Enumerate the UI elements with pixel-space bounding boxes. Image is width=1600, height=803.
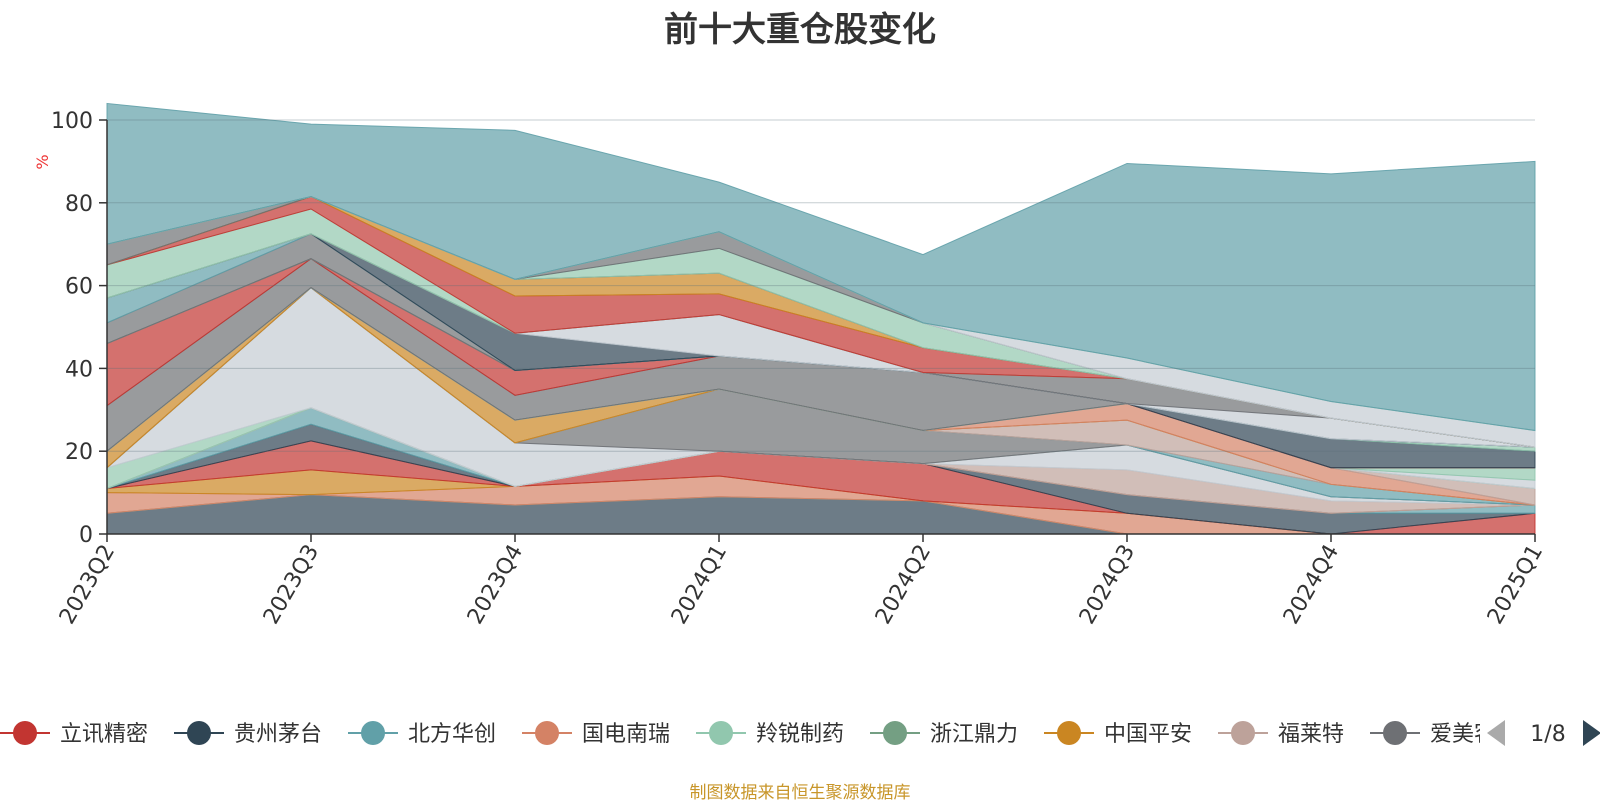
x-tick-label: 2024Q4	[1279, 541, 1344, 629]
stacked-area-chart: 0 20 40 60 80 100 2023Q2 2023Q3 2023Q4 2024Q1 2024…	[33, 102, 1548, 629]
legend-circle-marker	[361, 721, 385, 745]
legend-item[interactable]: 福莱特	[1218, 721, 1344, 747]
y-tick-label: 60	[65, 275, 93, 300]
legend-label: 立讯精密	[60, 722, 148, 747]
x-tick-label: 2023Q3	[259, 541, 324, 629]
legend-label: 贵州茅台	[234, 722, 322, 747]
y-axis-unit-label: %	[33, 154, 52, 169]
legend-circle-marker	[1057, 721, 1081, 745]
legend-prev-arrow-icon[interactable]	[1487, 720, 1505, 746]
legend-label: 浙江鼎力	[930, 722, 1018, 747]
legend-label: 羚锐制药	[756, 722, 844, 747]
legend-circle-marker	[709, 721, 733, 745]
y-tick-label: 100	[51, 109, 93, 134]
y-tick-label: 20	[65, 440, 93, 465]
legend-item[interactable]: 中国平安	[1044, 721, 1192, 747]
x-tick-label: 2025Q1	[1483, 541, 1548, 629]
legend-circle-marker	[1231, 721, 1255, 745]
legend-circle-marker	[187, 721, 211, 745]
legend-item[interactable]: 爱美客	[1370, 721, 1496, 747]
legend: 立讯精密 贵州茅台 北方华创 国电南瑞 羚锐制药 浙江鼎力 中国平安 福莱特 爱美客 1/8	[0, 720, 1600, 747]
legend-label: 福莱特	[1278, 722, 1344, 747]
legend-pager: 1/8	[1487, 720, 1600, 747]
x-tick-label: 2024Q3	[1075, 541, 1140, 629]
legend-item[interactable]: 北方华创	[348, 721, 496, 747]
x-tick-label: 2023Q2	[55, 541, 120, 629]
legend-next-arrow-icon[interactable]	[1583, 720, 1600, 746]
legend-item[interactable]: 浙江鼎力	[870, 721, 1018, 747]
x-tick-label: 2024Q1	[667, 541, 732, 629]
area-series-39	[106, 102, 1536, 432]
legend-item[interactable]: 国电南瑞	[522, 721, 670, 747]
legend-item[interactable]: 立讯精密	[0, 721, 148, 747]
legend-label: 中国平安	[1104, 722, 1192, 747]
legend-label: 爱美客	[1430, 722, 1496, 747]
area-series-group	[106, 102, 1536, 535]
legend-circle-marker	[13, 721, 37, 745]
legend-label: 国电南瑞	[582, 722, 670, 747]
y-tick-label: 80	[65, 192, 93, 217]
grid-lines	[107, 119, 1535, 452]
legend-item[interactable]: 羚锐制药	[696, 721, 844, 747]
legend-item[interactable]: 贵州茅台	[174, 721, 322, 747]
legend-label: 北方华创	[408, 722, 496, 747]
legend-circle-marker	[1383, 721, 1407, 745]
data-source-note: 制图数据来自恒生聚源数据库	[689, 783, 911, 803]
y-tick-label: 0	[79, 523, 93, 548]
legend-circle-marker	[535, 721, 559, 745]
x-tick-label: 2023Q4	[463, 541, 528, 629]
y-tick-label: 40	[65, 357, 93, 382]
legend-page-indicator: 1/8	[1530, 722, 1565, 747]
legend-circle-marker	[883, 721, 907, 745]
x-tick-label: 2024Q2	[871, 541, 936, 629]
chart-title: 前十大重仓股变化	[664, 10, 936, 50]
